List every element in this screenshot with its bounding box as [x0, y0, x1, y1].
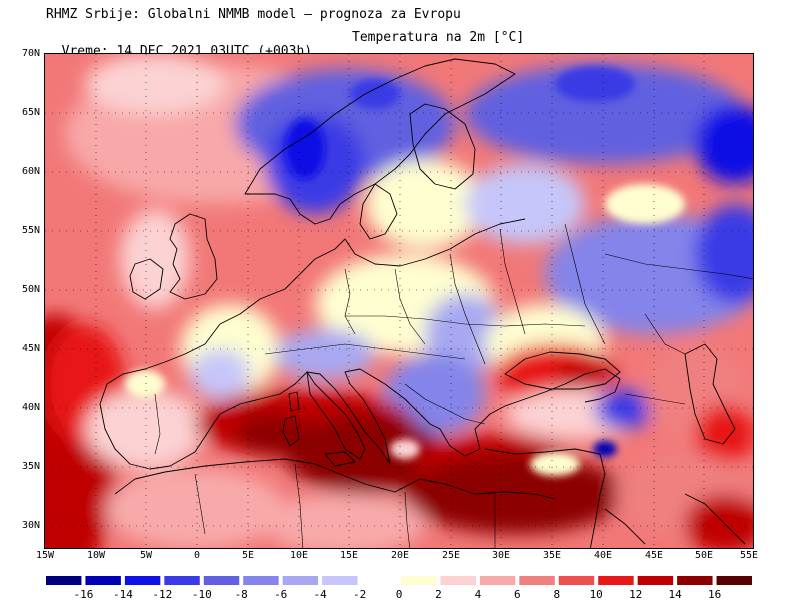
colorbar-cell	[598, 576, 634, 585]
colorbar-cell	[46, 576, 82, 585]
variable-name: Temperatura na 2m [°C]	[352, 30, 525, 45]
colorbar-cell	[322, 576, 358, 585]
lon-label-10w: 10W	[86, 550, 106, 561]
lon-label-20e: 20E	[390, 550, 410, 561]
lon-label-25e: 25E	[441, 550, 461, 561]
colorbar-cell	[401, 576, 437, 585]
colorbar-cell	[637, 576, 674, 585]
colorbar-tick-label: 14	[668, 588, 682, 601]
colorbar-cell	[203, 576, 240, 585]
colorbar-cell	[164, 576, 200, 585]
colorbar-cell	[124, 576, 161, 585]
lat-label-60n: 60N	[21, 166, 40, 177]
colorbar-tick-label: 4	[474, 588, 482, 601]
lon-label-15e: 15E	[339, 550, 359, 561]
lon-label-50e: 50E	[694, 550, 714, 561]
lon-label-0: 0	[193, 550, 201, 561]
colorbar-tick-label: -14	[112, 588, 133, 601]
lat-label-50n: 50N	[21, 284, 40, 295]
colorbar-cell	[558, 576, 595, 585]
lat-label-30n: 30N	[21, 520, 40, 531]
colorbar-cell	[677, 576, 713, 585]
colorbar-cell	[85, 576, 121, 585]
lon-label-5w: 5W	[139, 550, 153, 561]
colorbar-tick-label: -10	[191, 588, 212, 601]
coastlines	[99, 58, 746, 548]
map-canvas	[45, 54, 753, 548]
colorbar-cell	[362, 576, 397, 585]
lon-label-15w: 15W	[35, 550, 55, 561]
lon-label-10e: 10E	[289, 550, 309, 561]
borders	[154, 223, 753, 548]
colorbar-tick-label: 2	[435, 588, 442, 601]
lat-label-65n: 65N	[21, 107, 40, 118]
lat-label-55n: 55N	[21, 225, 40, 236]
colorbar-tick-label: -12	[152, 588, 173, 601]
colorbar-tick-label: 10	[589, 588, 603, 601]
colorbar-tick-label: -16	[73, 588, 94, 601]
lat-label-40n: 40N	[21, 402, 40, 413]
lon-label-30e: 30E	[491, 550, 511, 561]
colorbar-tick-label: 0	[395, 588, 403, 601]
lat-label-35n: 35N	[21, 461, 40, 472]
temperature-detail	[125, 66, 685, 476]
lat-label-70n: 70N	[21, 48, 40, 59]
lon-label-35e: 35E	[542, 550, 562, 561]
colorbar-tick-label: -4	[313, 588, 327, 601]
colorbar-tick-label: 12	[629, 588, 643, 601]
colorbar-tick-label: -6	[274, 588, 288, 601]
colorbar-cell	[519, 576, 555, 585]
lon-label-45e: 45E	[644, 550, 664, 561]
colorbar-tick-label: -2	[352, 588, 367, 601]
colorbar	[46, 576, 752, 585]
header-title: RHMZ Srbije: Globalni NMMB model — progn…	[46, 7, 461, 22]
temperature-map	[44, 53, 754, 549]
colorbar-cell	[716, 576, 752, 585]
colorbar-tick-label: -8	[234, 588, 248, 601]
lat-label-45n: 45N	[21, 343, 40, 354]
colorbar-cell	[243, 576, 279, 585]
colorbar-cell	[440, 576, 476, 585]
colorbar-tick-label: 8	[553, 588, 561, 601]
colorbar-tick-label: 16	[707, 588, 722, 601]
colorbar-tick-label: 6	[513, 588, 521, 601]
colorbar-cell	[282, 576, 319, 585]
colorbar-cell	[479, 576, 516, 585]
lon-label-55e: 55E	[739, 550, 759, 561]
lon-label-5e: 5E	[241, 550, 255, 561]
lon-label-40e: 40E	[593, 550, 613, 561]
